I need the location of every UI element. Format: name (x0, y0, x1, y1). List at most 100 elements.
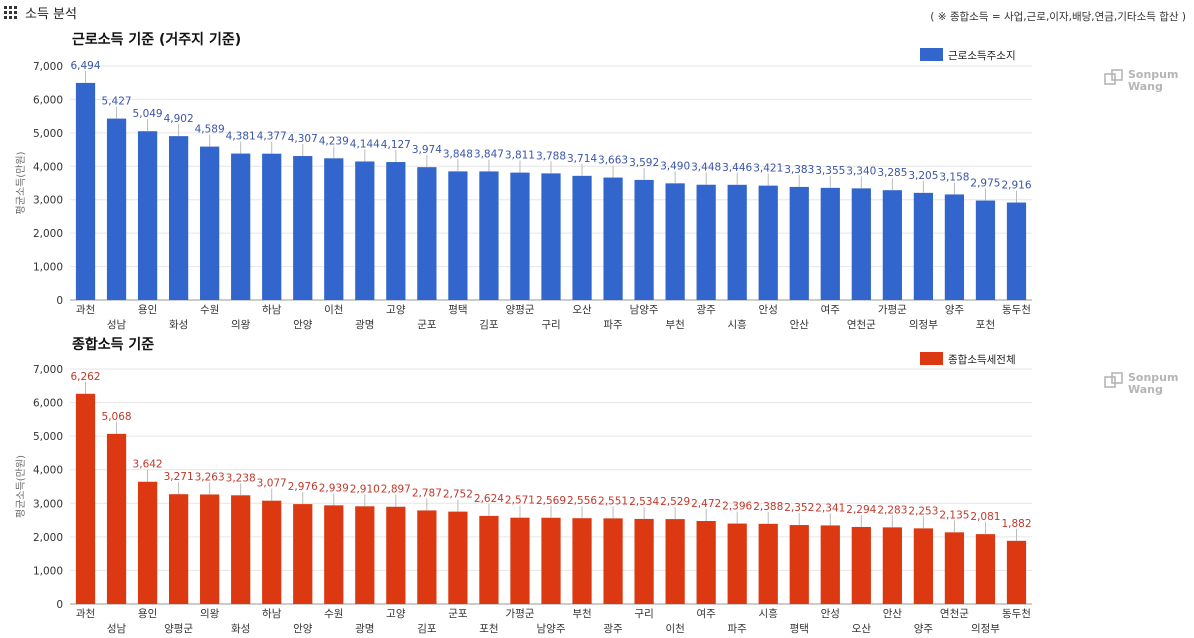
bar (417, 167, 437, 300)
bar (106, 433, 127, 604)
y-tick-label: 4,000 (33, 465, 63, 477)
data-label: 4,127 (381, 139, 411, 151)
bar (386, 506, 406, 604)
category-label: 남양주 (537, 623, 566, 635)
bar (696, 184, 716, 300)
bar (665, 519, 685, 604)
category-label: 포천 (479, 623, 498, 635)
data-label: 2,571 (505, 495, 535, 507)
data-label: 2,569 (536, 495, 566, 507)
category-label: 양주 (945, 304, 965, 316)
category-label: 고양 (386, 304, 406, 316)
cube-logo-icon (1104, 372, 1123, 388)
y-tick-label: 6,000 (33, 398, 63, 410)
legend-swatch (920, 352, 943, 365)
category-label: 안양 (293, 319, 313, 331)
data-label: 3,847 (474, 148, 504, 160)
income-note: ( ※ 종합소득 = 사업,근로,이자,배당,연금,기타소득 합산 ) (930, 11, 1186, 23)
chart-title: 종합소득 기준 (72, 336, 154, 353)
cube-logo-icon (1104, 69, 1123, 85)
bar (448, 511, 468, 604)
data-label: 2,472 (691, 498, 721, 510)
legend-swatch (920, 48, 943, 61)
data-label: 2,352 (784, 502, 814, 514)
category-label: 포천 (976, 319, 995, 331)
category-label: 여주 (821, 304, 841, 316)
bar (1006, 202, 1027, 300)
bar (944, 194, 965, 300)
bar (634, 518, 654, 604)
category-label: 광주 (603, 623, 623, 635)
category-label: 파주 (603, 319, 623, 331)
grid-icon[interactable] (4, 5, 17, 19)
category-label: 시흥 (728, 318, 748, 331)
category-label: 양평군 (164, 623, 193, 635)
data-label: 2,975 (970, 178, 1000, 190)
bar (851, 526, 871, 604)
chart-title: 근로소득 기준 (거주지 기준) (72, 32, 241, 48)
category-label: 평택 (448, 304, 467, 316)
y-tick-label: 0 (56, 599, 63, 611)
bar (262, 153, 282, 300)
category-label: 이천 (665, 623, 684, 635)
bar (944, 532, 965, 604)
data-label: 2,787 (412, 487, 442, 499)
bar (479, 515, 499, 604)
y-axis-label: 평균소득(만원) (15, 455, 27, 518)
data-label: 2,294 (846, 504, 876, 516)
data-label: 3,205 (908, 170, 938, 182)
data-label: 3,271 (164, 471, 194, 483)
data-label: 3,238 (226, 472, 256, 484)
category-label: 가평군 (878, 304, 907, 316)
bar (975, 200, 996, 300)
y-tick-label: 3,000 (33, 498, 63, 510)
category-label: 구리 (541, 319, 560, 331)
legend-label: 근로소득주소지 (948, 50, 1016, 62)
logo-square-b (1111, 372, 1123, 384)
data-label: 2,624 (474, 493, 504, 505)
bar (913, 528, 934, 604)
category-label: 성남 (107, 623, 127, 635)
bar (262, 500, 282, 604)
category-label: 의정부 (971, 623, 1000, 635)
watermark-text: Sonpum (1128, 371, 1178, 384)
data-label: 6,262 (70, 371, 100, 383)
bar (572, 175, 592, 300)
bar (758, 523, 778, 604)
chart-1: 근로소득 기준 (거주지 기준) 평균소득(만원) 0 1,000 2,000 3,000… (15, 32, 1178, 331)
y-axis-label: 평균소득(만원) (15, 151, 27, 214)
category-label: 오산 (852, 623, 872, 635)
category-label: 가평군 (505, 608, 534, 620)
bar (293, 156, 313, 300)
category-label: 부천 (665, 319, 684, 331)
data-label: 2,939 (319, 482, 349, 494)
y-tick-label: 1,000 (33, 262, 63, 274)
data-label: 3,592 (629, 157, 659, 169)
data-label: 1,882 (1001, 518, 1031, 530)
data-label: 4,239 (319, 135, 349, 147)
category-label: 용인 (138, 304, 157, 316)
data-label: 5,049 (133, 108, 163, 120)
category-label: 평택 (790, 623, 809, 635)
bar (75, 393, 96, 604)
bar (1006, 540, 1027, 604)
data-label: 3,848 (443, 148, 473, 160)
category-label: 용인 (138, 608, 157, 620)
data-label: 2,916 (1001, 180, 1031, 192)
data-label: 3,714 (567, 153, 597, 165)
bar (137, 481, 158, 604)
category-label: 광명 (355, 623, 374, 635)
category-label: 시흥 (759, 607, 779, 620)
data-label: 2,081 (970, 511, 1000, 523)
logo-square-b (1111, 69, 1123, 81)
watermark-text: Sonpum (1128, 68, 1178, 81)
bar (168, 494, 189, 604)
bar (789, 525, 809, 604)
y-tick-label: 3,000 (33, 195, 63, 207)
bar (137, 131, 158, 300)
data-label: 2,556 (567, 495, 597, 507)
bar (324, 505, 344, 604)
data-label: 2,529 (660, 496, 690, 508)
